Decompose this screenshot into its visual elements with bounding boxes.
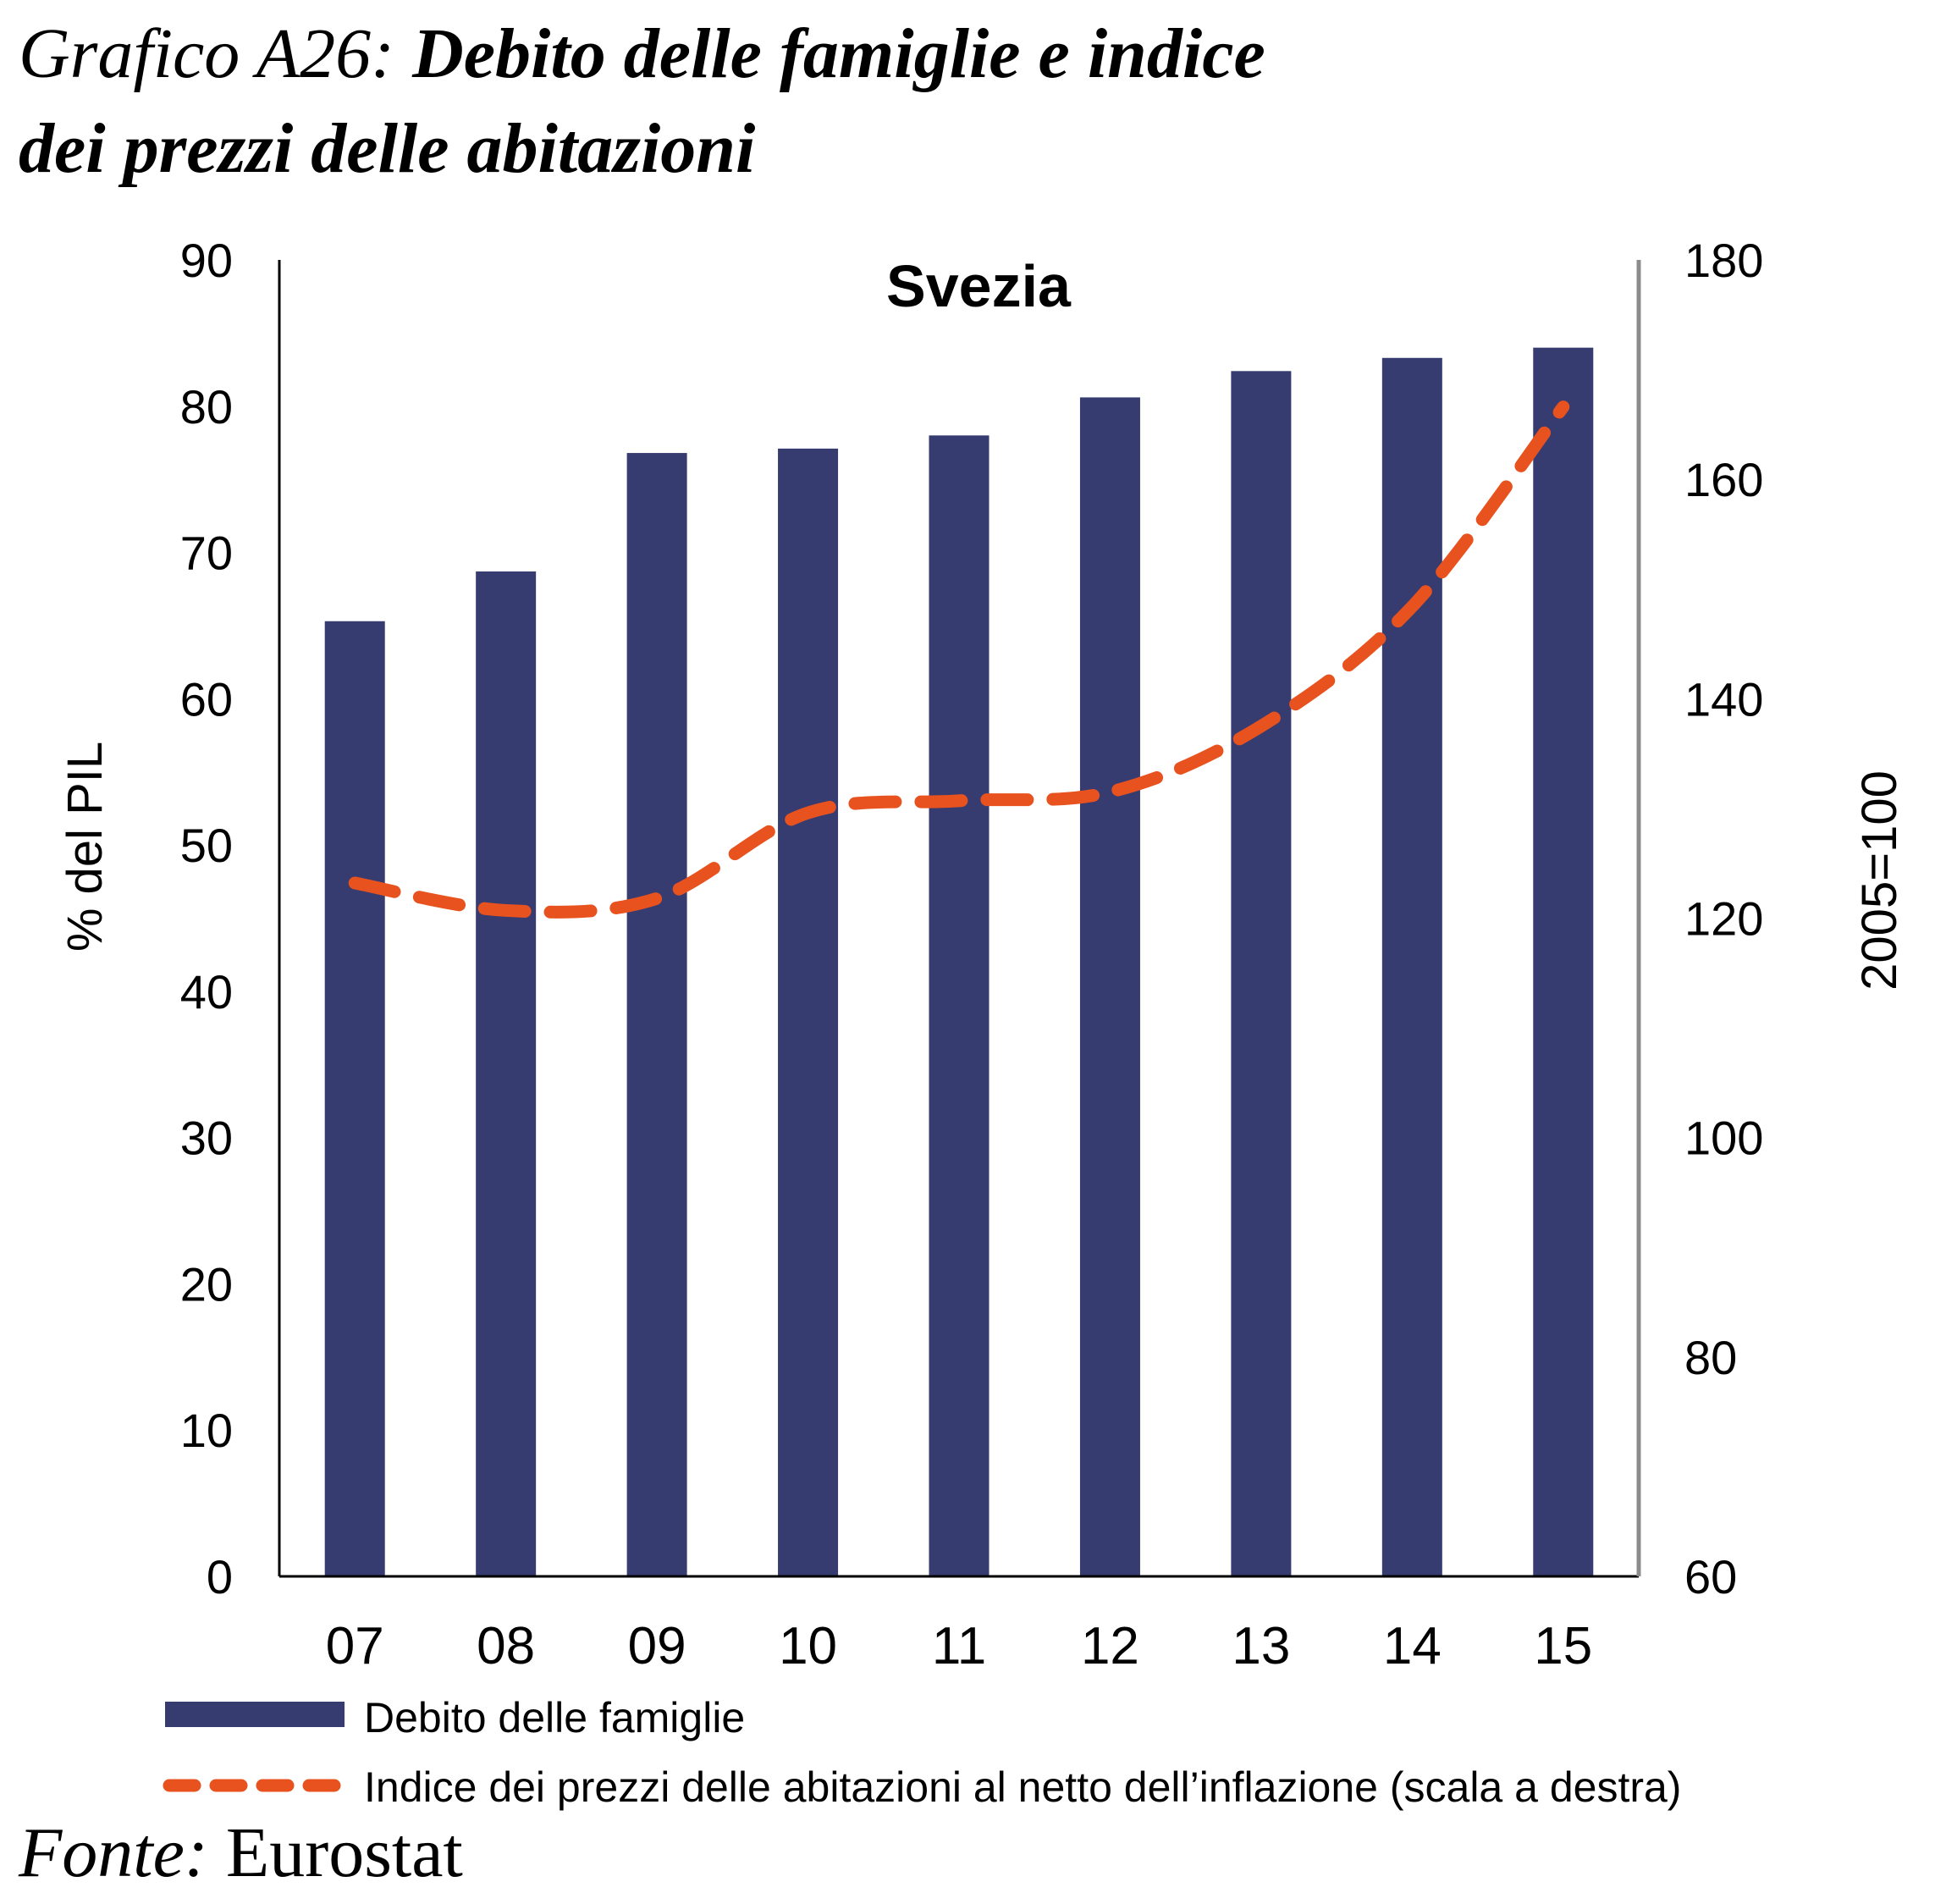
right-axis-ticks: 60 80 100 120 140 160 180 <box>1684 234 1763 1603</box>
bar-12 <box>1079 397 1140 1576</box>
left-tick-label: 40 <box>180 965 233 1018</box>
legend-bar-swatch <box>165 1702 345 1727</box>
x-tick-label: 15 <box>1534 1617 1592 1675</box>
bar-07 <box>324 621 385 1576</box>
right-tick-label: 160 <box>1684 453 1763 506</box>
legend: Debito delle famiglie Indice dei prezzi … <box>163 1694 1681 1811</box>
panel-title: Svezia <box>886 253 1072 319</box>
bar-13 <box>1231 371 1292 1577</box>
x-axis-ticks: 07 08 09 10 11 12 13 14 15 <box>326 1617 1593 1675</box>
left-tick-label: 30 <box>180 1112 233 1165</box>
source-label: Fonte: <box>19 1813 208 1892</box>
x-tick-label: 07 <box>326 1617 384 1675</box>
bar-08 <box>476 571 537 1577</box>
source-value: Eurostat <box>225 1813 463 1892</box>
line-series <box>348 400 1570 919</box>
bar-series <box>324 347 1594 1577</box>
legend-line-label: Indice dei prezzi delle abitazioni al ne… <box>364 1763 1681 1811</box>
x-tick-label: 14 <box>1383 1617 1442 1675</box>
bar-14 <box>1381 357 1442 1576</box>
right-tick-label: 100 <box>1684 1112 1763 1165</box>
figure-title-line1: Debito delle famiglie e indice <box>412 14 1265 93</box>
right-tick-label: 180 <box>1684 234 1763 287</box>
left-tick-label: 60 <box>180 672 233 726</box>
x-tick-label: 13 <box>1232 1617 1290 1675</box>
x-tick-label: 09 <box>628 1617 686 1675</box>
bar-11 <box>929 435 990 1577</box>
bar-09 <box>626 453 687 1576</box>
x-tick-label: 10 <box>779 1617 837 1675</box>
right-tick-label: 140 <box>1684 672 1763 726</box>
left-tick-label: 10 <box>180 1404 233 1457</box>
right-tick-label: 120 <box>1684 892 1763 946</box>
bar-15 <box>1533 347 1594 1577</box>
source-note: Fonte: Eurostat <box>19 1812 463 1894</box>
x-tick-label: 12 <box>1081 1617 1139 1675</box>
x-tick-label: 08 <box>477 1617 535 1675</box>
figure-number: Grafico A26: <box>19 14 395 93</box>
y-axis-label: % del PIL <box>58 742 113 952</box>
right-tick-label: 80 <box>1684 1331 1737 1384</box>
right-tick-label: 60 <box>1684 1550 1737 1603</box>
left-tick-label: 70 <box>180 527 233 580</box>
figure-title-line2: dei prezzi delle abitazioni <box>19 109 756 188</box>
y-axis-label-right: 2005=100 <box>1852 770 1907 991</box>
bar-10 <box>778 448 839 1577</box>
legend-bar-label: Debito delle famiglie <box>364 1694 745 1741</box>
left-tick-label: 90 <box>180 234 233 287</box>
left-tick-label: 0 <box>207 1550 233 1603</box>
x-tick-label: 11 <box>932 1617 986 1675</box>
left-tick-label: 20 <box>180 1257 233 1311</box>
left-axis-ticks: 0 10 20 30 40 50 60 70 80 90 <box>180 234 233 1603</box>
left-tick-label: 50 <box>180 819 233 872</box>
left-tick-label: 80 <box>180 380 233 433</box>
chart-title-block: Grafico A26: Debito delle famiglie e ind… <box>19 7 1265 196</box>
